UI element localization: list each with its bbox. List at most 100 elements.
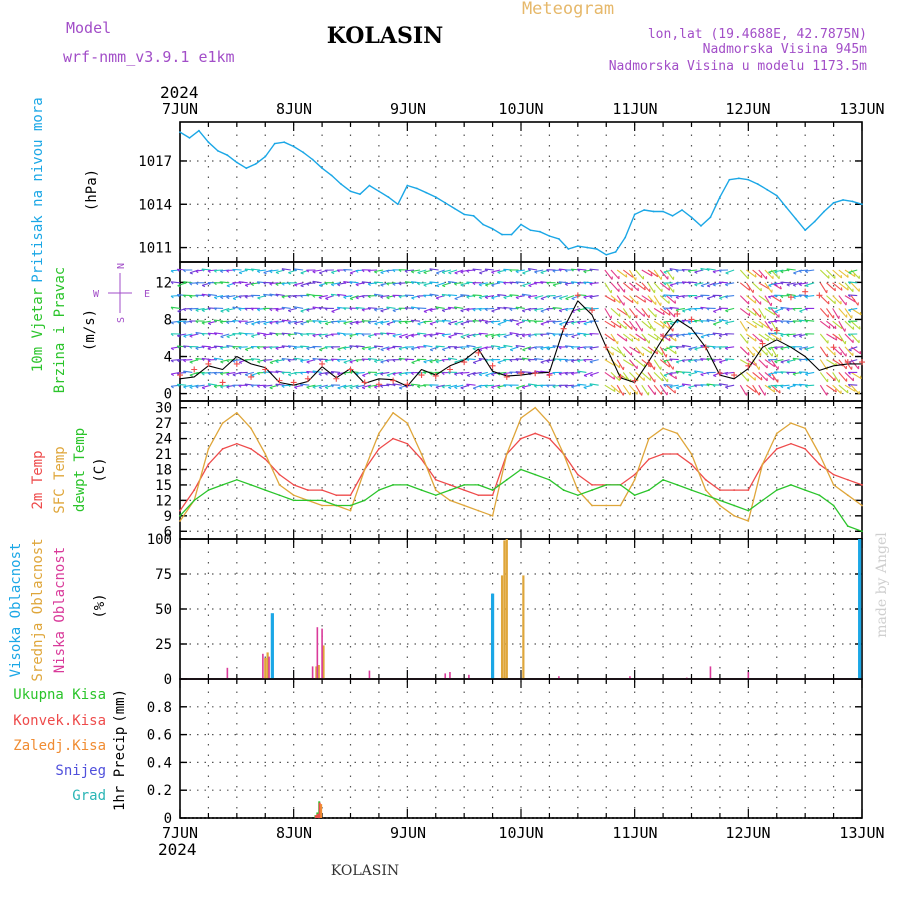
wind-barb <box>195 282 199 286</box>
wind-barb <box>416 307 420 311</box>
wind-barb <box>663 349 668 352</box>
wind-barb <box>312 295 316 298</box>
wind-barb <box>700 268 703 272</box>
wind-barb <box>669 345 673 349</box>
wind-barb <box>176 294 180 298</box>
wind-barb <box>201 293 205 297</box>
wind-barb <box>214 345 224 348</box>
wind-barb <box>780 295 784 299</box>
wind-barb <box>503 306 513 309</box>
wind-barb <box>238 332 242 336</box>
wind-barb <box>299 345 303 349</box>
wind-barb <box>558 310 563 313</box>
wind-barb <box>447 306 451 310</box>
wind-barb <box>324 307 328 311</box>
wind-barb <box>392 373 396 376</box>
wind-barb <box>213 345 217 349</box>
wind-barb <box>694 282 704 286</box>
wind-barb <box>386 270 390 273</box>
wind-barb <box>792 383 796 387</box>
wind-barb <box>805 384 815 387</box>
temp-2m-point <box>420 458 423 461</box>
wind-barb <box>583 386 587 390</box>
wind-barb <box>386 332 396 335</box>
wind-barb <box>616 307 628 316</box>
wind-barb <box>663 384 673 386</box>
wind-barb <box>207 383 211 387</box>
wind-barb <box>846 389 849 394</box>
wind-barb <box>299 333 303 337</box>
wind-barb <box>564 283 568 287</box>
wind-barb <box>349 320 359 324</box>
y-tick-label: 24 <box>155 432 172 448</box>
wind-barb <box>491 386 495 389</box>
wind-barb <box>263 322 267 326</box>
wind-barb <box>850 282 860 292</box>
wind-barb <box>546 308 550 312</box>
temp-2m-point <box>321 489 323 491</box>
wind-barb <box>527 296 532 299</box>
wind-barb <box>373 345 377 349</box>
wind-barb <box>484 385 488 389</box>
wind-barb <box>604 308 612 319</box>
wind-barb <box>287 295 291 299</box>
pressure-point <box>652 210 655 213</box>
wind-barb <box>848 309 852 312</box>
wind-barb <box>509 281 513 285</box>
wind-barb <box>669 358 673 362</box>
wind-barb <box>380 295 390 298</box>
cloud-ylabel: Visoka Oblacnost <box>8 543 24 678</box>
wind-barb <box>189 272 193 275</box>
wind-barb <box>712 284 716 287</box>
dewpoint-point <box>647 489 650 491</box>
wind-barb <box>496 294 500 298</box>
wind-barb <box>405 336 409 339</box>
pressure-point <box>311 158 314 161</box>
dewpoint-point <box>818 494 821 497</box>
wind-barb <box>429 293 439 297</box>
wind-barb <box>669 322 673 326</box>
dewpoint-point <box>193 499 196 502</box>
temp-2m-point <box>306 489 309 491</box>
wind-barb <box>540 333 544 337</box>
wind-barb <box>746 269 757 278</box>
wind-barb <box>263 272 267 275</box>
wind-barb <box>250 294 254 298</box>
wind-barb <box>244 374 249 377</box>
wind-barb <box>604 320 616 328</box>
wind-barb <box>774 294 777 298</box>
wind-barb <box>635 295 646 303</box>
wind-barb <box>318 284 323 288</box>
wind-barb <box>752 320 764 328</box>
wind-barb <box>773 389 776 393</box>
dewpoint-point <box>477 484 480 486</box>
wind-barb <box>718 319 722 323</box>
wind-barb <box>559 320 569 325</box>
low-cloud-bar <box>558 676 560 679</box>
pressure-point <box>482 223 485 226</box>
wind-barb <box>770 308 780 318</box>
wind-barb <box>484 307 495 310</box>
wind-barb <box>170 295 174 299</box>
wind-barb <box>503 319 506 323</box>
wind-barb <box>792 308 796 311</box>
wind-barb <box>746 346 755 357</box>
wind-barb <box>577 268 587 271</box>
wind-barb <box>207 332 211 336</box>
wind-barb <box>647 308 657 318</box>
wind-barb <box>610 295 621 304</box>
wind-barb <box>577 332 580 336</box>
wind-barb <box>694 370 697 374</box>
wind-barb <box>669 284 673 287</box>
wind-barb <box>448 281 458 284</box>
wind-barb <box>275 293 285 297</box>
wind-barb <box>429 268 433 272</box>
wind-barb <box>330 346 334 350</box>
wind-barb <box>583 307 587 310</box>
gust-marker <box>731 372 738 379</box>
wind-barb <box>177 285 181 288</box>
wind-barb <box>416 282 420 286</box>
wind-barb <box>583 334 587 337</box>
precip-legend-item: Ukupna Kisa <box>13 687 106 703</box>
wind-barb <box>232 346 236 350</box>
